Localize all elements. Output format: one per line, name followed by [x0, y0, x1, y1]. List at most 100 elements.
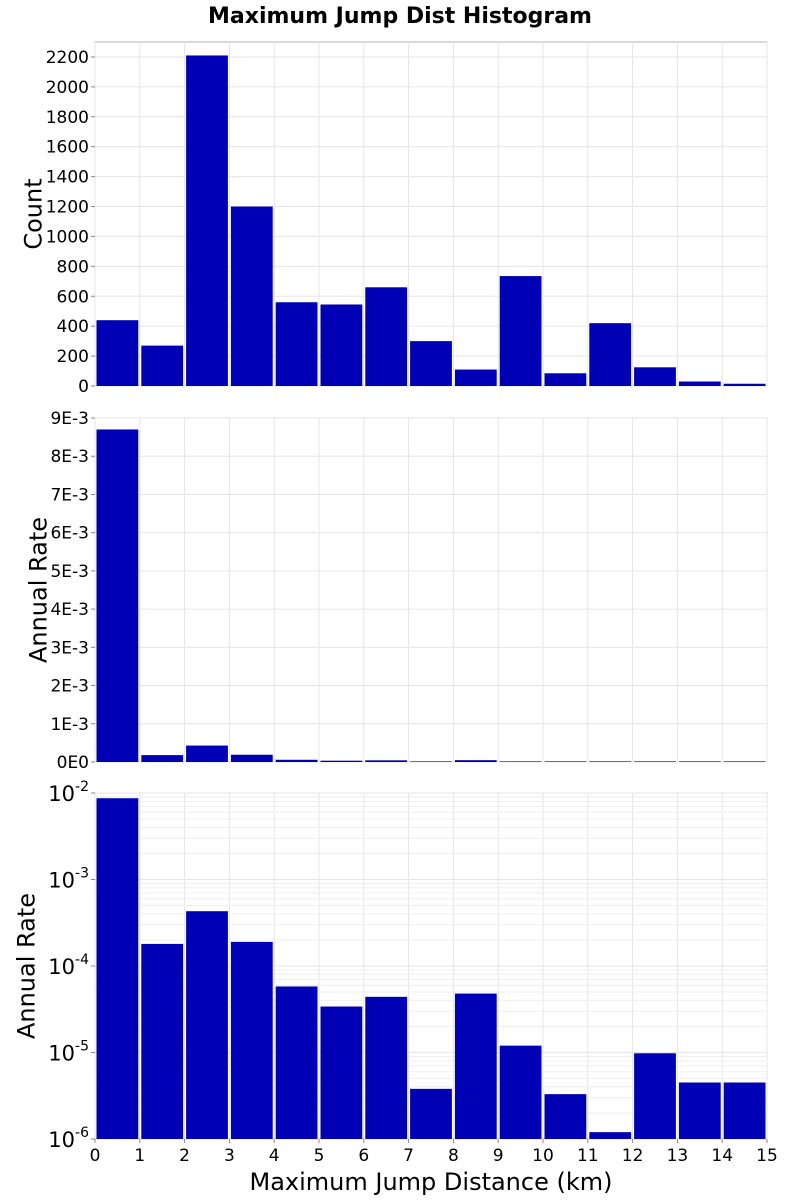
bar — [96, 429, 139, 762]
bar — [634, 761, 676, 762]
y-tick-exponent: -4 — [75, 952, 89, 968]
x-tick-label: 13 — [667, 1146, 689, 1166]
bar — [186, 745, 228, 762]
y-tick-label: 10-2 — [48, 779, 89, 806]
y-tick-label: 10-4 — [48, 952, 89, 979]
bar — [141, 943, 184, 1139]
bar — [723, 383, 766, 386]
y-tick-label: 2E-3 — [50, 677, 89, 697]
x-tick-label: 15 — [756, 1146, 778, 1166]
bar — [723, 1082, 766, 1139]
y-tick-label: 6E-3 — [50, 524, 89, 544]
bar — [410, 1088, 452, 1139]
bar — [141, 345, 184, 386]
y-tick-label: 8E-3 — [50, 447, 89, 467]
bar — [499, 276, 542, 386]
y-tick-exponent: -2 — [75, 779, 89, 795]
y-tick-base: 10 — [48, 1042, 75, 1066]
y-tick-label: 10-6 — [48, 1125, 89, 1152]
y-tick-label: 200 — [57, 347, 89, 367]
bar — [141, 755, 184, 762]
bar — [410, 341, 452, 386]
x-tick-label: 14 — [711, 1146, 733, 1166]
x-tick-label: 8 — [448, 1146, 459, 1166]
linear-rate-panel: 0E0 1E-3 2E-3 3E-3 4E-3 5E-3 6E-3 7E-3 8E-3 9E-3 A… — [24, 409, 768, 773]
bar — [186, 911, 228, 1139]
x-tick-label: 9 — [493, 1146, 504, 1166]
bar — [230, 754, 273, 762]
bar — [589, 323, 632, 386]
bar — [365, 287, 408, 386]
x-tick-label: 12 — [622, 1146, 644, 1166]
x-tick-label: 10 — [532, 1146, 554, 1166]
x-tick-label: 6 — [358, 1146, 369, 1166]
y-tick-label: 10-5 — [48, 1039, 89, 1066]
y-tick-label: 2000 — [46, 78, 89, 98]
x-tick-label: 3 — [224, 1146, 235, 1166]
y-tick-label: 0 — [78, 377, 89, 397]
x-tick-label: 7 — [403, 1146, 414, 1166]
y-tick-label: 400 — [57, 317, 89, 337]
x-tick-label: 4 — [269, 1146, 280, 1166]
y-tick-label: 0E0 — [57, 753, 89, 773]
x-tick-label: 0 — [90, 1146, 101, 1166]
bar — [275, 986, 318, 1139]
y-tick-base: 10 — [48, 869, 75, 893]
y-tick-label: 1200 — [46, 198, 89, 218]
y-tick-label: 800 — [57, 257, 89, 277]
bar — [275, 759, 318, 762]
bar — [410, 761, 452, 762]
bar — [96, 320, 139, 386]
bar — [589, 761, 632, 762]
y-tick-exponent: -3 — [75, 866, 89, 882]
y-tick-base: 10 — [48, 1128, 75, 1152]
y-tick-label: 1000 — [46, 227, 89, 247]
y-tick-label: 9E-3 — [50, 409, 89, 429]
bar — [544, 1094, 587, 1139]
y-tick-base: 10 — [48, 782, 75, 806]
y-tick-label: 10-3 — [48, 866, 89, 893]
x-tick-label: 5 — [314, 1146, 325, 1166]
bar — [454, 993, 497, 1139]
bar — [454, 760, 497, 762]
bar — [275, 302, 318, 386]
x-tick-label: 2 — [179, 1146, 190, 1166]
bar — [230, 941, 273, 1139]
y-tick-label: 600 — [57, 287, 89, 307]
bar — [678, 761, 721, 762]
y-tick-exponent: -5 — [75, 1039, 89, 1055]
y-tick-label: 5E-3 — [50, 562, 89, 582]
y-tick-label: 1400 — [46, 168, 89, 188]
chart-title: Maximum Jump Dist Histogram — [208, 4, 592, 29]
log-rate-panel: 10-610-510-410-310-20 1 2 3 4 5 6 7 8 9 10 11 12 13 14… — [12, 779, 777, 1166]
bar — [678, 381, 721, 386]
plot-frame — [94, 417, 768, 763]
y-axis-label: Count — [19, 178, 47, 249]
count-panel: 0 200 400 600 800 1000 1200 1400 1600 1800 2000 220… — [19, 41, 768, 397]
bar — [589, 1132, 632, 1139]
x-tick-label: 11 — [577, 1146, 599, 1166]
y-tick-label: 4E-3 — [50, 600, 89, 620]
y-tick-label: 1600 — [46, 138, 89, 158]
bar — [634, 367, 676, 386]
bar — [499, 1045, 542, 1139]
bar — [320, 1006, 363, 1139]
bar — [186, 55, 228, 386]
y-axis-label: Annual Rate — [12, 893, 40, 1039]
bar — [365, 760, 408, 762]
bar — [96, 798, 139, 1139]
y-tick-label: 7E-3 — [50, 485, 89, 505]
bar — [634, 1053, 676, 1139]
y-tick-base: 10 — [48, 955, 75, 979]
y-tick-label: 1E-3 — [50, 715, 89, 735]
y-axis-label: Annual Rate — [24, 517, 52, 663]
bar — [320, 304, 363, 386]
x-axis-label: Maximum Jump Distance (km) — [250, 1168, 613, 1196]
bar — [544, 373, 587, 386]
x-tick-label: 1 — [134, 1146, 145, 1166]
bar — [499, 761, 542, 762]
bar — [230, 206, 273, 386]
bar — [723, 761, 766, 762]
bar — [454, 369, 497, 386]
